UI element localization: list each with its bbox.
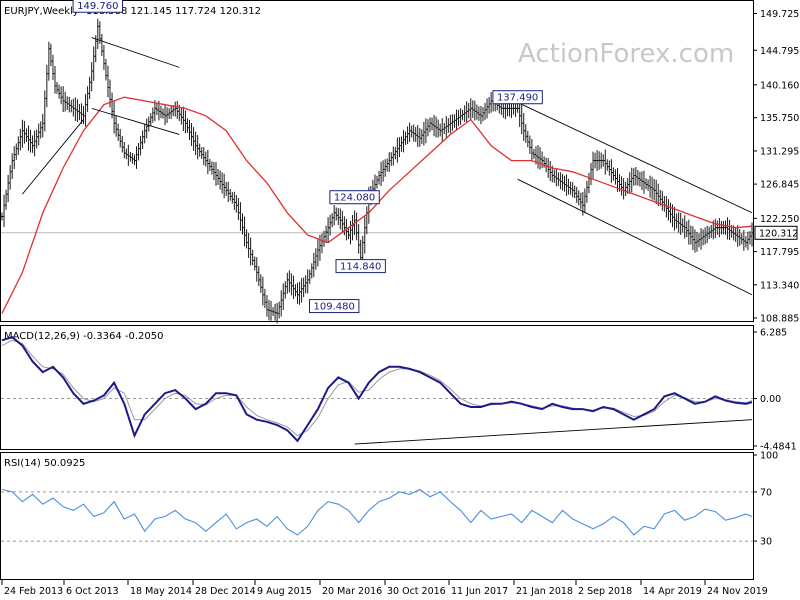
price-annotation: 124.080 xyxy=(329,190,380,205)
x-tick-label: 14 Apr 2019 xyxy=(643,586,702,597)
macd-chart-title: MACD(12,26,9) -0.3364 -0.2050 xyxy=(4,331,164,342)
price-y-tick-label: 135.750 xyxy=(760,113,799,124)
annotation-box xyxy=(335,259,386,274)
price-trendline xyxy=(517,102,753,214)
x-tick-label: 2 Sep 2018 xyxy=(578,586,632,597)
price-trendline xyxy=(517,178,753,296)
macd-panel-border xyxy=(0,325,754,450)
rsi-y-tick-label: 30 xyxy=(760,537,772,548)
x-tick-label: 6 Oct 2013 xyxy=(66,586,119,597)
price-trendline xyxy=(91,37,180,68)
price-plot: 149.760 124.080 114.840 109.480 137.490 xyxy=(0,0,754,324)
rsi-plot xyxy=(1,488,753,542)
watermark: ActionForex.com xyxy=(518,39,734,69)
macd-signal-line xyxy=(1,339,753,437)
axes: 149.725 144.795 140.160 135.750 131.295 126.8… xyxy=(1,9,799,597)
macd-line xyxy=(1,335,753,443)
rsi-y-tick-label: 100 xyxy=(760,451,778,462)
x-tick-label: 30 Oct 2016 xyxy=(387,586,446,597)
macd-plot xyxy=(1,335,753,445)
price-annotation: 149.760 xyxy=(72,0,123,13)
annotation-label: 124.080 xyxy=(334,193,375,204)
rsi-line xyxy=(1,488,753,536)
annotation-label: 149.760 xyxy=(77,1,118,12)
price-y-tick-label: 140.160 xyxy=(760,80,799,91)
macd-y-tick-label: 6.285 xyxy=(760,328,787,339)
x-tick-label: 20 Mar 2016 xyxy=(322,586,382,597)
x-tick-label: 24 Nov 2019 xyxy=(707,586,768,597)
annotation-label: 137.490 xyxy=(497,93,538,104)
price-trendline xyxy=(91,107,180,135)
macd-y-tick-label: -4.4841 xyxy=(760,442,797,453)
x-tick-label: 21 Jan 2018 xyxy=(516,586,573,597)
price-y-tick-label: 144.795 xyxy=(760,46,799,57)
rsi-chart-title: RSI(14) 50.0925 xyxy=(4,458,85,469)
x-tick-label: 11 Jun 2017 xyxy=(451,586,508,597)
x-tick-label: 28 Dec 2014 xyxy=(195,586,256,597)
x-tick-label: 18 May 2014 xyxy=(130,586,192,597)
macd-y-tick-label: 0.00 xyxy=(760,394,781,405)
annotation-label: 114.840 xyxy=(340,262,381,273)
price-y-tick-label: 122.250 xyxy=(760,214,799,225)
price-annotation: 137.490 xyxy=(492,90,543,105)
annotation-label: 109.480 xyxy=(314,302,355,313)
rsi-panel-border xyxy=(0,452,754,580)
price-y-tick-label: 117.795 xyxy=(760,247,799,258)
x-tick-label: 9 Aug 2015 xyxy=(257,586,312,597)
price-annotation: 114.840 xyxy=(335,259,386,274)
current-price-label: 120.312 xyxy=(759,228,798,239)
price-y-tick-label: 149.725 xyxy=(760,9,799,20)
annotation-box xyxy=(72,0,123,13)
price-panel-border xyxy=(0,0,754,322)
current-price-box xyxy=(754,225,798,240)
annotation-box xyxy=(309,299,360,314)
price-y-tick-label: 113.340 xyxy=(760,280,799,291)
price-y-tick-label: 126.845 xyxy=(760,180,799,191)
macd-trendline xyxy=(354,419,753,445)
rsi-y-tick-label: 70 xyxy=(760,487,772,498)
price-trendline xyxy=(22,119,84,195)
price-y-tick-label: 108.885 xyxy=(760,314,799,325)
annotation-box xyxy=(492,90,543,105)
price-chart-title: EURJPY,Weekly xyxy=(4,6,79,17)
price-ohlc-header: 118.588 121.145 117.724 120.312 xyxy=(86,6,261,17)
price-annotation: 109.480 xyxy=(309,299,360,314)
x-tick-label: 24 Feb 2013 xyxy=(4,586,63,597)
price-y-tick-label: 131.295 xyxy=(760,146,799,157)
annotation-box xyxy=(329,190,380,205)
